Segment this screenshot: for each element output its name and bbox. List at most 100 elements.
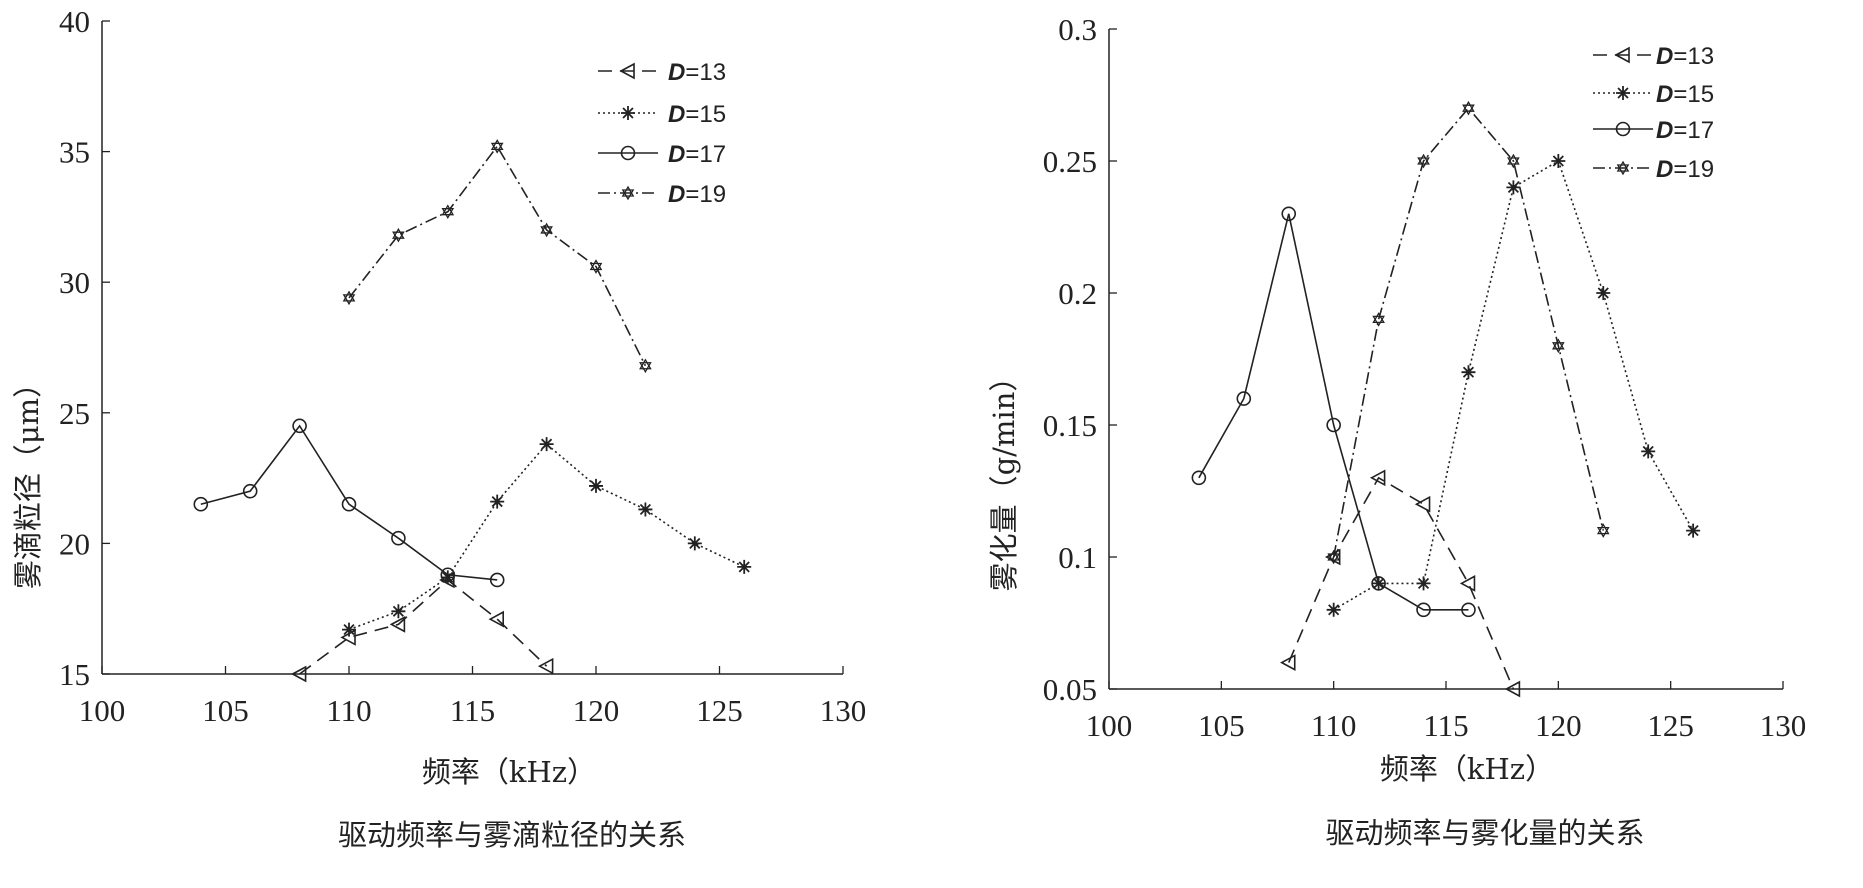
data-point <box>1372 315 1385 327</box>
x-tick-label: 105 <box>1198 708 1245 743</box>
legend-label-var: D <box>668 59 685 86</box>
data-point <box>1461 365 1476 380</box>
x-tick-label: 130 <box>820 693 867 728</box>
y-axis-label: 雾化量（g/min） <box>987 363 1021 592</box>
legend-label-value: =19 <box>685 181 726 208</box>
y-tick-label: 0.3 <box>1058 12 1097 47</box>
data-point <box>440 567 456 583</box>
series-line <box>299 578 548 675</box>
series-line <box>1332 106 1605 558</box>
x-tick-label: 110 <box>1311 708 1356 743</box>
legend-entry: D=13 <box>598 59 726 86</box>
data-point <box>737 559 752 574</box>
data-point <box>1462 100 1475 112</box>
data-point <box>639 362 652 374</box>
legend-label: D=17 <box>668 141 726 168</box>
legend-label-value: =19 <box>1673 156 1714 183</box>
series-line <box>1333 159 1694 611</box>
data-point <box>490 142 504 154</box>
x-tick-label: 120 <box>573 693 620 728</box>
legend-entry: D=15 <box>1593 81 1714 108</box>
data-point <box>1507 153 1520 165</box>
legend-label-value: =15 <box>685 101 726 128</box>
legend-label-var: D <box>668 101 685 128</box>
y-tick-label: 20 <box>59 526 90 561</box>
data-point <box>342 622 356 637</box>
data-point <box>1414 495 1431 513</box>
legend-entry: D=13 <box>1593 43 1714 70</box>
x-tick-label: 125 <box>1647 708 1694 743</box>
data-point <box>193 496 209 512</box>
data-point <box>1372 312 1385 324</box>
legend-marker <box>621 185 635 197</box>
legend-label-value: =17 <box>685 141 726 168</box>
legend-marker <box>1616 160 1630 172</box>
data-point <box>490 494 505 509</box>
legend-marker <box>619 62 635 80</box>
data-point <box>539 437 554 452</box>
legend-label: D=13 <box>1656 43 1714 70</box>
legend-label-var: D <box>668 141 685 168</box>
legend-marker <box>621 106 635 120</box>
data-point <box>1596 286 1611 300</box>
x-tick-label: 120 <box>1535 708 1582 743</box>
data-point <box>1281 206 1297 222</box>
data-point <box>1369 469 1386 487</box>
x-tick-label: 100 <box>1086 708 1133 743</box>
chart-2: 100 105 110 115 120 125 130 0.05 0.1 0.15 0.2 0.25 0… <box>987 12 1806 850</box>
legend-label-value: =13 <box>1673 43 1714 70</box>
x-axis-label: 频率（kHz） <box>422 755 596 789</box>
data-point <box>639 358 652 370</box>
data-point <box>1326 602 1341 617</box>
data-point <box>1596 523 1610 535</box>
data-point <box>1552 338 1565 350</box>
data-point <box>490 139 504 151</box>
legend-label-value: =15 <box>1673 81 1714 108</box>
data-point <box>589 262 603 274</box>
legend-entry: D=17 <box>598 141 726 168</box>
x-tick-label: 100 <box>79 693 126 728</box>
legend-label-value: =17 <box>1673 117 1714 144</box>
data-point <box>392 227 405 239</box>
series-D=15 <box>1326 154 1701 617</box>
y-axis-label: 雾滴粒径（μm） <box>11 369 45 589</box>
data-point <box>1327 549 1340 561</box>
data-point <box>1504 680 1521 698</box>
series-D=19 <box>342 139 652 374</box>
series-line <box>348 443 745 631</box>
data-point <box>1371 576 1386 591</box>
data-point <box>589 259 603 271</box>
legend-marker <box>1616 86 1630 100</box>
x-tick-label: 130 <box>1760 708 1807 743</box>
legend-marker <box>621 189 635 201</box>
y-tick-label: 0.15 <box>1043 408 1097 443</box>
legend-entry: D=17 <box>1593 117 1714 144</box>
data-point <box>1191 470 1207 486</box>
data-point <box>1417 153 1430 165</box>
legend-label-var: D <box>1656 43 1673 70</box>
data-point <box>342 290 356 302</box>
y-tick-label: 0.1 <box>1058 540 1097 575</box>
data-point <box>1459 575 1476 592</box>
data-point <box>1417 157 1430 169</box>
x-tick-label: 115 <box>1423 708 1468 743</box>
legend-entry: D=19 <box>598 181 726 208</box>
data-point <box>589 478 603 493</box>
chart-1: 100 105 110 115 120 125 130 15 20 25 30 35 40 雾滴粒径（μm… <box>11 4 866 852</box>
data-point <box>1280 654 1296 671</box>
data-point <box>1551 154 1566 168</box>
data-point <box>441 208 455 219</box>
series-D=19 <box>1327 100 1610 565</box>
data-point <box>638 502 653 517</box>
data-point <box>1416 576 1431 591</box>
legend-label: D=13 <box>668 59 726 86</box>
data-point <box>1686 523 1701 538</box>
legend-label: D=15 <box>668 101 726 128</box>
y-tick-label: 25 <box>59 396 90 431</box>
data-point <box>1416 602 1431 618</box>
series-D=13 <box>1280 469 1521 698</box>
data-point <box>242 483 258 499</box>
data-point <box>540 226 553 238</box>
series-line <box>200 424 498 581</box>
